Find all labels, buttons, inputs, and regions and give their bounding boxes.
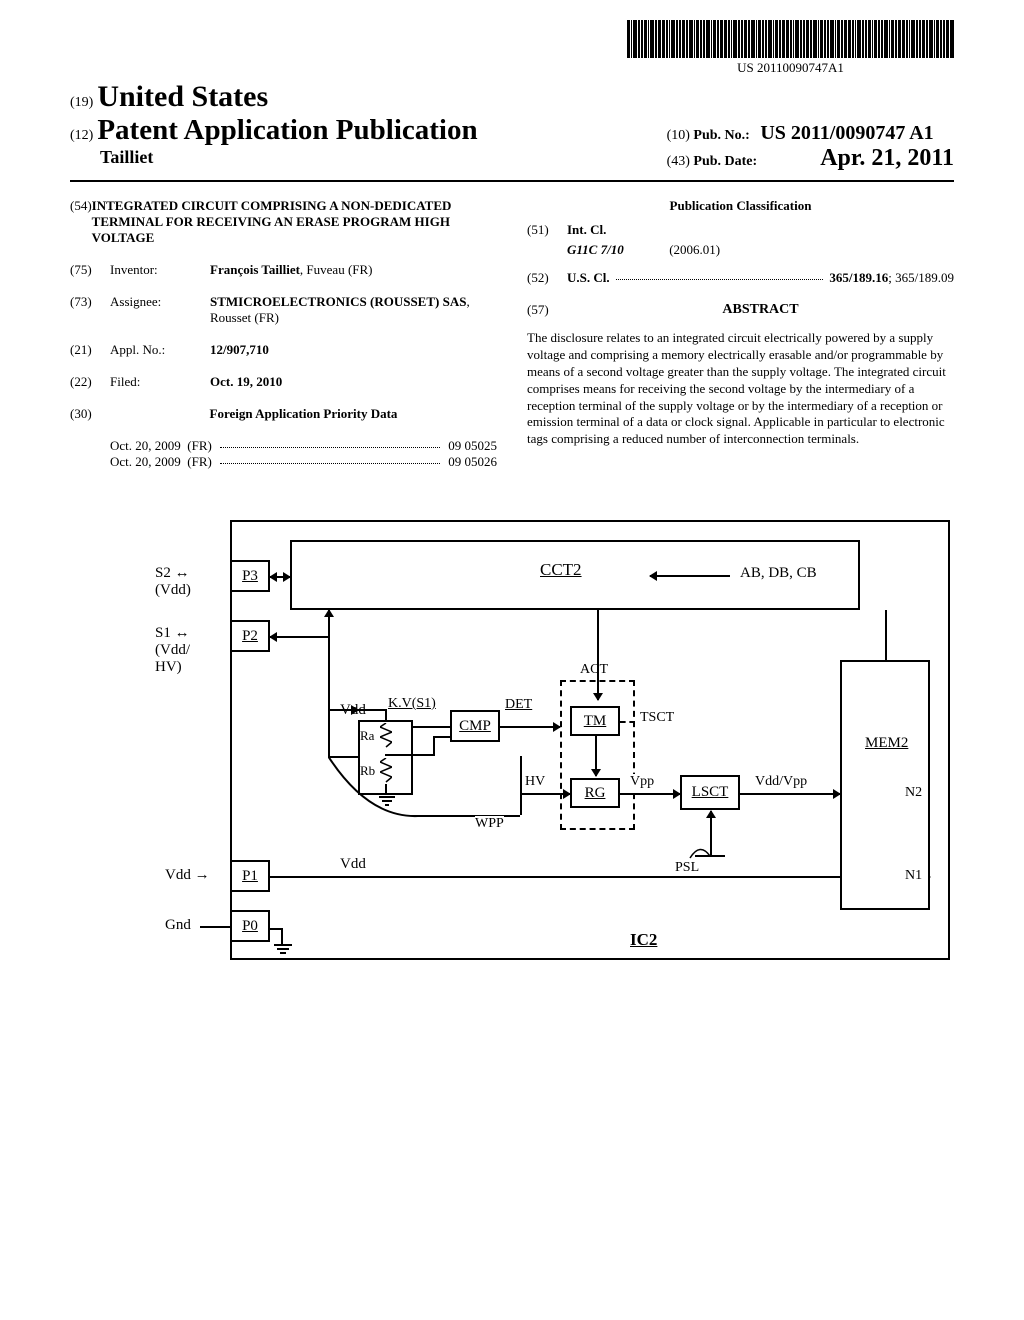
barcode: US 20110090747A1	[627, 20, 954, 76]
code-12: (12)	[70, 128, 93, 144]
code-10: (10)	[667, 128, 690, 143]
inventor: François Tailliet	[210, 262, 300, 277]
rg-box: RG	[570, 778, 620, 808]
ra-label: Ra	[360, 728, 374, 744]
ext-hv: HV)	[155, 659, 182, 676]
gnd-icon	[273, 942, 293, 956]
ext-gnd: Gnd	[165, 917, 191, 934]
code-73: (73)	[70, 294, 110, 326]
country: United States	[97, 80, 268, 114]
ext-s1: S1 ↔	[155, 625, 190, 642]
inventor-loc: , Fuveau (FR)	[300, 262, 373, 277]
right-column: Publication Classification (51) Int. Cl.…	[527, 198, 954, 470]
pad-p2: P2	[230, 620, 270, 652]
filed-label: Filed:	[110, 374, 210, 390]
pub-date-label: Pub. Date:	[693, 154, 757, 169]
barcode-bars	[627, 20, 954, 58]
intcl-date: (2006.01)	[669, 242, 720, 257]
priority-country-1: (FR)	[187, 454, 212, 470]
pad-p3: P3	[230, 560, 270, 592]
class-title: Publication Classification	[527, 198, 954, 214]
divider	[70, 180, 954, 182]
tm-box: TM	[570, 706, 620, 736]
code-54: (54)	[70, 198, 92, 246]
vddvpp-label: Vdd/Vpp	[755, 774, 807, 790]
circuit-diagram: P3 P2 P1 P0 S2 ↔ (Vdd) S1 ↔ (Vdd/ HV) Vd…	[70, 510, 954, 970]
cmp-box: CMP	[450, 710, 500, 742]
priority-row-0: Oct. 20, 2009 (FR) 09 05025	[110, 438, 497, 454]
code-21: (21)	[70, 342, 110, 358]
code-19: (19)	[70, 95, 93, 111]
patent-title: INTEGRATED CIRCUIT COMPRISING A NON-DEDI…	[92, 198, 497, 246]
filed: Oct. 19, 2010	[210, 374, 497, 390]
inventor-label: Inventor:	[110, 262, 210, 278]
ext-s2: S2 ↔	[155, 565, 190, 582]
applno: 12/907,710	[210, 342, 497, 358]
wire-p3-cct2	[270, 576, 290, 578]
pub-no-label: Pub. No.:	[693, 128, 749, 143]
uscl-label: U.S. Cl.	[567, 270, 610, 286]
code-52: (52)	[527, 270, 567, 286]
hv2-label: HV	[525, 774, 545, 790]
lsct-box: LSCT	[680, 775, 740, 810]
code-30: (30)	[70, 406, 110, 422]
code-51: (51)	[527, 222, 567, 238]
pub-no: US 2011/0090747 A1	[760, 122, 933, 144]
abstract-title: ABSTRACT	[567, 302, 954, 318]
priority-row-1: Oct. 20, 2009 (FR) 09 05026	[110, 454, 497, 470]
abstract-text: The disclosure relates to an integrated …	[527, 330, 954, 448]
priority-num-0: 09 05025	[448, 438, 497, 454]
ext-vdd2: (Vdd/	[155, 642, 190, 659]
header: (19) United States (12) Patent Applicati…	[70, 80, 954, 172]
n1-label: N1	[905, 868, 922, 884]
abdbcb-label: AB, DB, CB	[740, 565, 817, 582]
applicant: Tailliet	[100, 147, 478, 168]
pad-p1: P1	[230, 860, 270, 892]
uscl-2: ; 365/189.09	[888, 270, 954, 286]
ic2-label: IC2	[630, 930, 657, 950]
pub-title: Patent Application Publication	[97, 114, 477, 147]
vpp-label: Vpp	[630, 774, 654, 790]
assignee-label: Assignee:	[110, 294, 210, 326]
code-57: (57)	[527, 302, 567, 326]
left-column: (54) INTEGRATED CIRCUIT COMPRISING A NON…	[70, 198, 497, 470]
vdd-label-bottom: Vdd	[340, 856, 366, 873]
det-label: DET	[505, 697, 532, 713]
priority-date-1: Oct. 20, 2009	[110, 454, 181, 470]
tsct-label: TSCT	[640, 710, 674, 726]
n2-label: N2	[905, 785, 922, 801]
code-75: (75)	[70, 262, 110, 278]
kvs1-label: K.V(S1)	[388, 696, 436, 712]
act-label: ACT	[580, 662, 608, 678]
uscl-1: 365/189.16	[829, 270, 888, 286]
intcl: G11C 7/10	[567, 242, 624, 257]
columns: (54) INTEGRATED CIRCUIT COMPRISING A NON…	[70, 198, 954, 470]
code-43: (43)	[667, 154, 690, 169]
code-22: (22)	[70, 374, 110, 390]
intcl-label: Int. Cl.	[567, 222, 606, 238]
priority-date-0: Oct. 20, 2009	[110, 438, 181, 454]
resistor-ra	[380, 723, 392, 749]
priority-num-1: 09 05026	[448, 454, 497, 470]
wpp-curve	[328, 756, 528, 826]
psl-hook	[688, 848, 718, 868]
barcode-text: US 20110090747A1	[627, 60, 954, 76]
ext-vdd1: (Vdd)	[155, 582, 191, 599]
priority-title: Foreign Application Priority Data	[110, 406, 497, 422]
mem2-label: MEM2	[865, 735, 908, 752]
ext-vdd: Vdd →	[165, 867, 210, 884]
priority-country-0: (FR)	[187, 438, 212, 454]
cct2-label: CCT2	[540, 560, 582, 580]
pad-p0: P0	[230, 910, 270, 942]
assignee: STMICROELECTRONICS (ROUSSET) SAS	[210, 294, 466, 309]
pub-date: Apr. 21, 2011	[820, 145, 954, 171]
wire-abdbcb	[650, 575, 730, 577]
applno-label: Appl. No.:	[110, 342, 210, 358]
